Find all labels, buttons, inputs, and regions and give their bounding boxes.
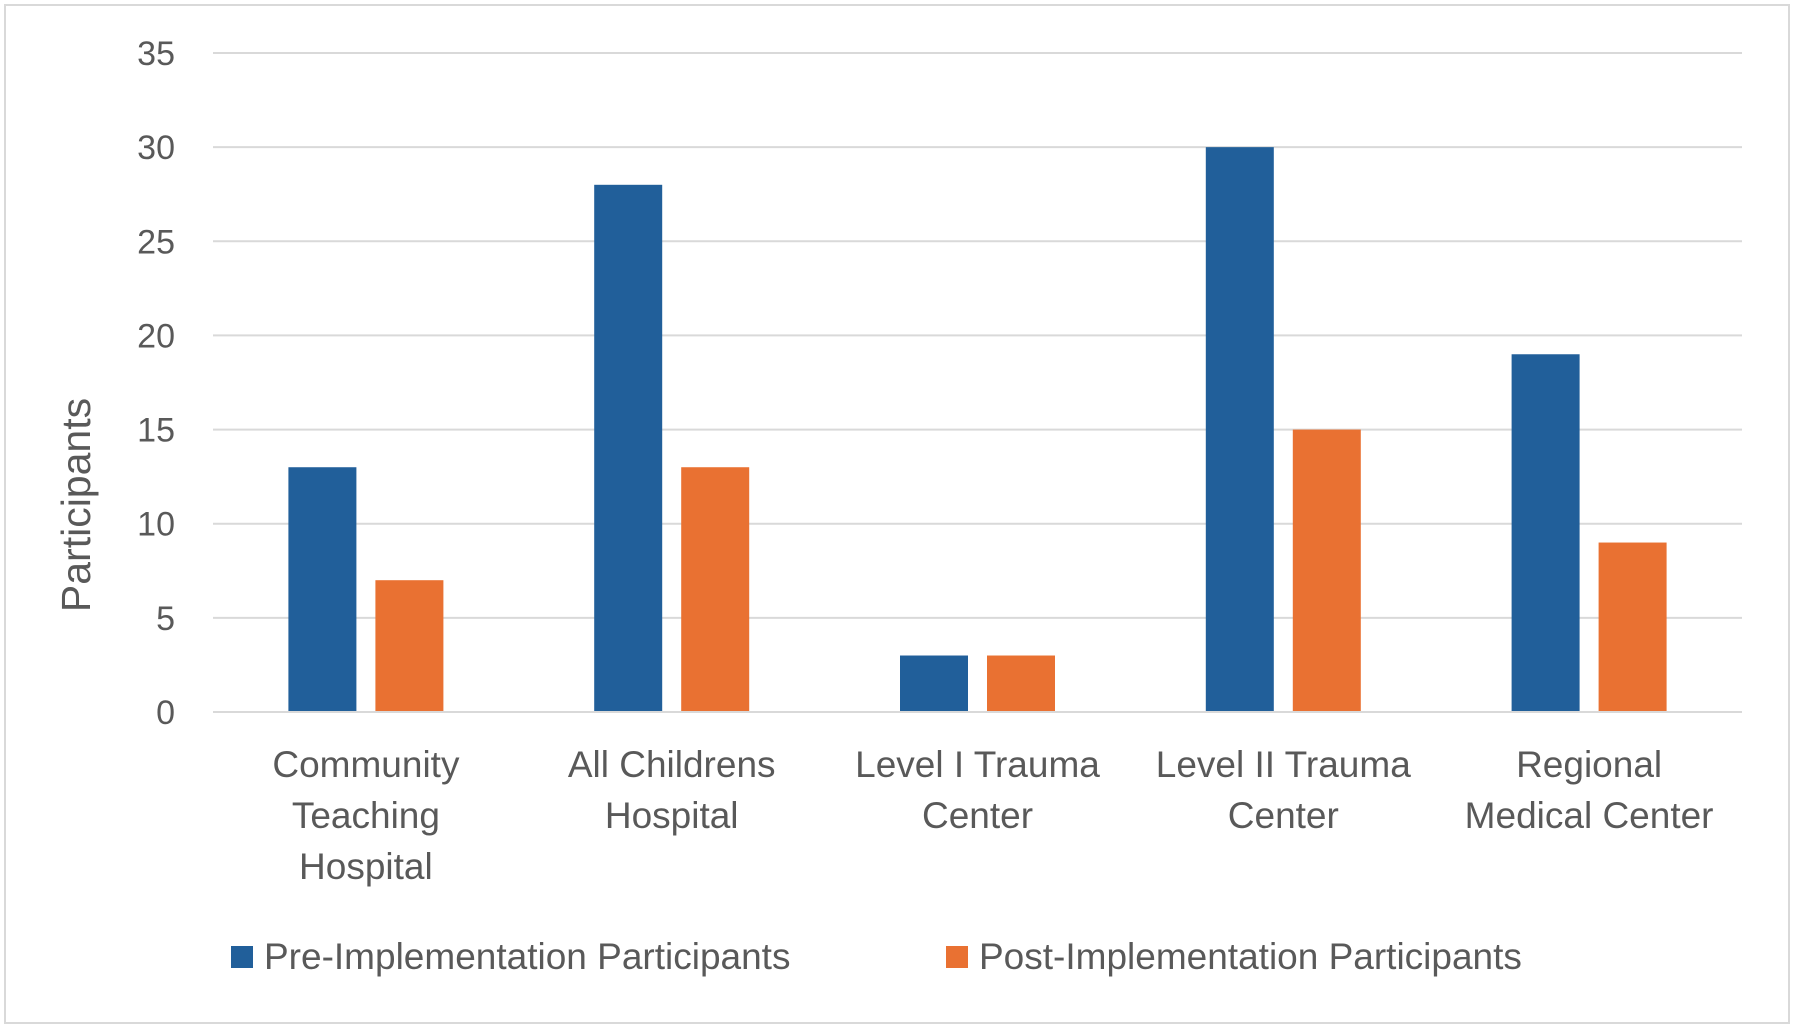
y-tick-label: 5 xyxy=(156,600,175,638)
category-label-line: Community xyxy=(272,744,460,785)
y-axis-ticks: 0 5 10 15 20 25 30 35 xyxy=(137,35,175,732)
bar-pre xyxy=(288,467,357,712)
bar-post xyxy=(1598,542,1667,712)
category-label: Level I Trauma Center xyxy=(855,744,1100,836)
legend: Pre-Implementation Participants Post-Impl… xyxy=(231,936,1522,977)
category-label: Community Teaching Hospital xyxy=(272,744,460,887)
y-tick-label: 30 xyxy=(137,129,175,167)
category-label-line: Teaching xyxy=(292,795,440,836)
y-tick-label: 0 xyxy=(156,694,175,732)
bars xyxy=(288,147,1667,713)
category-label-line: Center xyxy=(922,795,1033,836)
y-axis-label: Participants xyxy=(53,398,99,612)
y-tick-label: 25 xyxy=(137,223,175,261)
bar-pre xyxy=(900,655,968,712)
bar-pre xyxy=(594,184,663,713)
category-label-line: Hospital xyxy=(605,795,739,836)
bar-post xyxy=(1292,429,1361,712)
legend-label: Post-Implementation Participants xyxy=(979,936,1522,977)
bar-post xyxy=(681,467,750,712)
y-tick-label: 15 xyxy=(137,412,175,450)
bar-pre xyxy=(1205,147,1274,713)
category-label-line: Regional xyxy=(1516,744,1662,785)
x-axis-categories: Community Teaching Hospital All Childrens Ho… xyxy=(272,744,1713,887)
category-label-line: Level I Trauma xyxy=(855,744,1100,785)
y-tick-label: 35 xyxy=(137,35,175,73)
category-label: Regional Medical Center xyxy=(1465,744,1714,836)
bar-post xyxy=(987,655,1055,712)
bar-pre xyxy=(1511,354,1580,712)
category-label-line: Hospital xyxy=(299,846,433,887)
category-label: Level II Trauma Center xyxy=(1156,744,1411,836)
y-tick-label: 10 xyxy=(137,506,175,544)
legend-label: Pre-Implementation Participants xyxy=(264,936,790,977)
y-tick-label: 20 xyxy=(137,317,175,355)
legend-swatch xyxy=(946,946,968,968)
gridlines xyxy=(213,52,1742,619)
category-label-line: Level II Trauma xyxy=(1156,744,1411,785)
bar-post xyxy=(375,580,444,712)
category-label-line: Center xyxy=(1228,795,1339,836)
category-label: All Childrens Hospital xyxy=(568,744,776,836)
category-label-line: Medical Center xyxy=(1465,795,1714,836)
category-label-line: All Childrens xyxy=(568,744,776,785)
legend-swatch xyxy=(231,946,253,968)
